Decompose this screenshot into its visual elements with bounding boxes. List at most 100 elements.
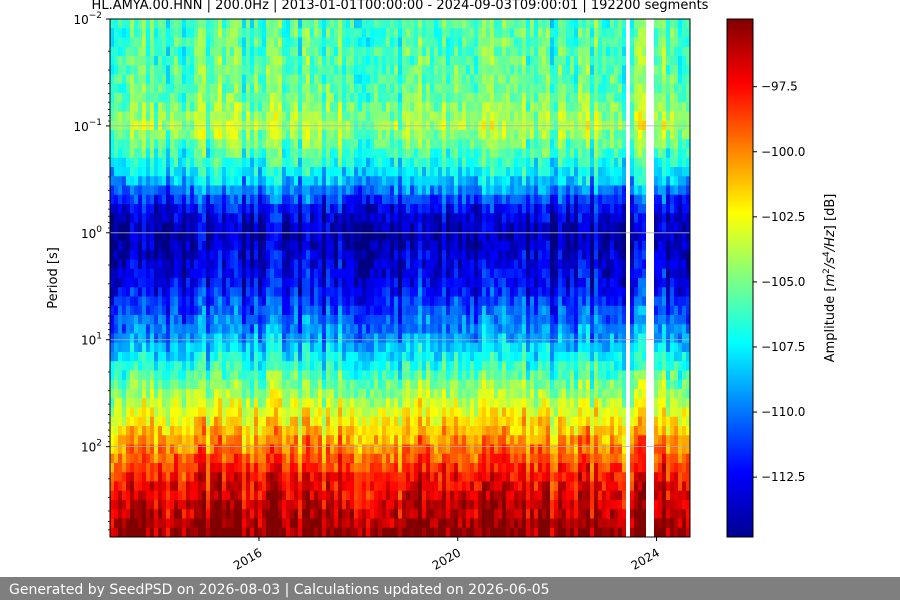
heatmap-cell xyxy=(246,241,251,251)
heatmap-cell xyxy=(434,259,439,270)
heatmap-cell xyxy=(370,453,375,464)
heatmap-cell xyxy=(178,509,183,520)
heatmap-cell xyxy=(206,398,211,409)
heatmap-cell xyxy=(318,324,323,335)
heatmap-cell xyxy=(182,231,187,242)
heatmap-cell xyxy=(150,500,155,510)
heatmap-cell xyxy=(130,93,135,103)
heatmap-cell xyxy=(250,28,255,39)
heatmap-cell xyxy=(418,398,423,409)
heatmap-cell xyxy=(214,500,219,510)
heatmap-cell xyxy=(294,379,299,390)
heatmap-cell xyxy=(182,453,187,464)
heatmap-cell xyxy=(262,342,267,353)
heatmap-cell xyxy=(126,370,131,381)
heatmap-cell xyxy=(110,407,115,418)
heatmap-cell xyxy=(182,509,187,520)
heatmap-cell xyxy=(114,305,119,316)
heatmap-cell xyxy=(354,278,359,288)
heatmap-cell xyxy=(118,204,123,214)
heatmap-cell xyxy=(422,83,427,94)
heatmap-cell xyxy=(254,500,259,510)
heatmap-cell xyxy=(422,46,427,57)
heatmap-cell xyxy=(238,157,243,168)
heatmap-cell xyxy=(290,46,295,57)
heatmap-cell xyxy=(130,315,135,325)
heatmap-cell xyxy=(130,46,135,57)
heatmap-cell xyxy=(190,472,195,483)
heatmap-cell xyxy=(126,241,131,251)
heatmap-cell xyxy=(302,37,307,48)
heatmap-cell xyxy=(158,407,163,418)
heatmap-cell xyxy=(254,268,259,279)
heatmap-cell xyxy=(214,83,219,94)
heatmap-cell xyxy=(234,204,239,214)
heatmap-cell xyxy=(162,324,167,335)
heatmap-cell xyxy=(382,65,387,76)
heatmap-cell xyxy=(110,37,115,48)
heatmap-cell xyxy=(410,472,415,483)
heatmap-cell xyxy=(194,259,199,270)
heatmap-cell xyxy=(370,194,375,205)
heatmap-cell xyxy=(350,65,355,76)
heatmap-cell xyxy=(182,213,187,224)
heatmap-cell xyxy=(306,463,311,473)
heatmap-cell xyxy=(362,500,367,510)
heatmap-cell xyxy=(314,426,319,436)
heatmap-cell xyxy=(366,241,371,251)
heatmap-cell xyxy=(154,490,159,501)
heatmap-cell xyxy=(214,148,219,159)
heatmap-cell xyxy=(330,102,335,113)
heatmap-cell xyxy=(130,65,135,76)
heatmap-cell xyxy=(446,426,451,436)
heatmap-cell xyxy=(458,444,463,455)
heatmap-cell xyxy=(174,481,179,492)
heatmap-cell xyxy=(274,315,279,325)
heatmap-cell xyxy=(302,93,307,103)
heatmap-cell xyxy=(362,130,367,140)
heatmap-cell xyxy=(314,46,319,57)
heatmap-cell xyxy=(274,231,279,242)
heatmap-cell xyxy=(166,481,171,492)
heatmap-cell xyxy=(126,19,131,29)
heatmap-cell xyxy=(258,296,263,307)
heatmap-cell xyxy=(182,250,187,261)
heatmap-cell xyxy=(442,352,447,362)
heatmap-cell xyxy=(262,500,267,510)
heatmap-cell xyxy=(422,241,427,251)
heatmap-cell xyxy=(178,305,183,316)
heatmap-cell xyxy=(214,426,219,436)
heatmap-cell xyxy=(278,463,283,473)
heatmap-cell xyxy=(258,370,263,381)
heatmap-cell xyxy=(226,194,231,205)
heatmap-cell xyxy=(238,518,243,529)
heatmap-cell xyxy=(230,333,235,344)
heatmap-cell xyxy=(458,500,463,510)
heatmap-cell xyxy=(322,148,327,159)
heatmap-cell xyxy=(314,222,319,233)
heatmap-cell xyxy=(402,296,407,307)
heatmap-cell xyxy=(358,231,363,242)
heatmap-cell xyxy=(386,130,391,140)
heatmap-cell xyxy=(346,333,351,344)
heatmap-cell xyxy=(342,407,347,418)
heatmap-cell xyxy=(362,176,367,187)
heatmap-cell xyxy=(266,65,271,76)
heatmap-cell xyxy=(166,463,171,473)
heatmap-cell xyxy=(298,398,303,409)
heatmap-cell xyxy=(286,139,291,150)
heatmap-cell xyxy=(230,463,235,473)
heatmap-cell xyxy=(334,37,339,48)
heatmap-cell xyxy=(302,370,307,381)
heatmap-cell xyxy=(446,472,451,483)
heatmap-cell xyxy=(198,481,203,492)
heatmap-cell xyxy=(250,379,255,390)
heatmap-cell xyxy=(434,37,439,48)
heatmap-cell xyxy=(342,278,347,288)
heatmap-cell xyxy=(162,250,167,261)
heatmap-cell xyxy=(162,157,167,168)
heatmap-cell xyxy=(306,250,311,261)
heatmap-cell xyxy=(202,259,207,270)
heatmap-cell xyxy=(298,111,303,122)
heatmap-cell xyxy=(254,222,259,233)
